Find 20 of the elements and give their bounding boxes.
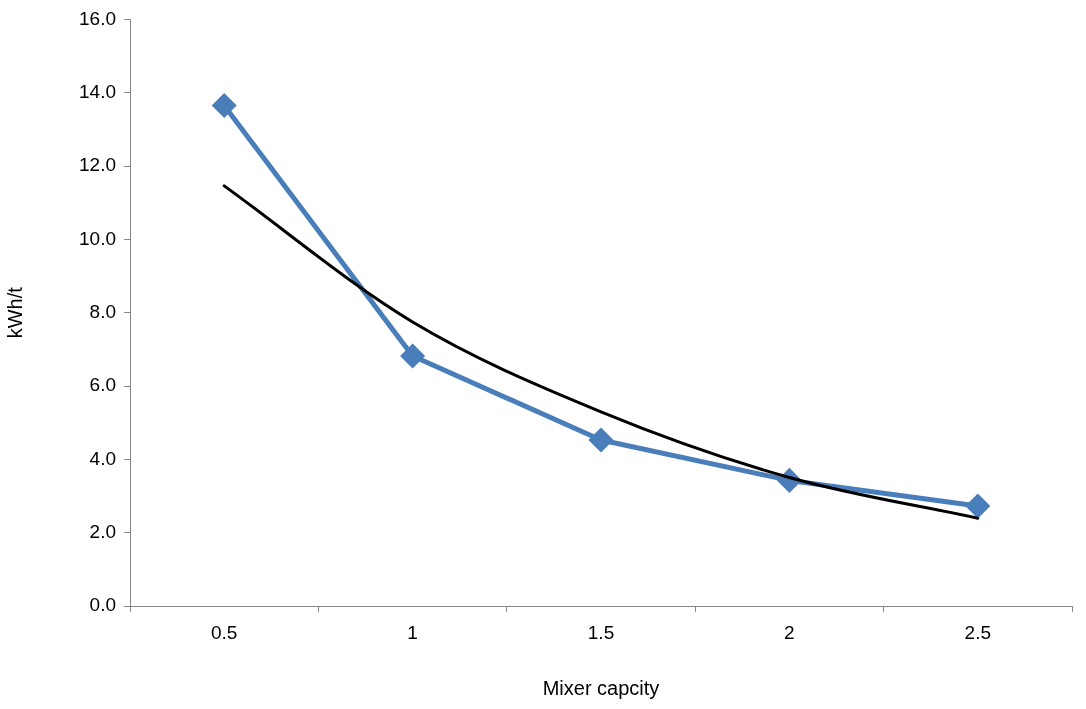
x-tick-label: 2 <box>784 621 795 643</box>
x-tick-label: 2.5 <box>964 621 992 643</box>
y-tick-label: 8.0 <box>89 301 116 323</box>
x-tick-label: 0.5 <box>210 621 238 643</box>
y-tick-label: 2.0 <box>89 521 116 543</box>
x-tick-label: 1.5 <box>587 621 615 643</box>
y-tick-label: 12.0 <box>79 154 116 176</box>
y-tick-label: 6.0 <box>89 374 116 396</box>
y-tick-label: 14.0 <box>79 80 116 102</box>
x-axis-title: Mixer capcity <box>542 676 660 699</box>
y-tick-label: 0.0 <box>89 594 116 616</box>
y-tick-label: 16.0 <box>79 7 116 29</box>
y-tick-label: 10.0 <box>79 227 116 249</box>
point <box>212 94 236 118</box>
point <box>589 428 613 452</box>
point <box>401 344 425 368</box>
x-tick-label: 1 <box>407 621 418 643</box>
point <box>966 494 990 518</box>
y-tick-label: 4.0 <box>89 447 116 469</box>
y-axis-title: kWh/t <box>3 286 26 339</box>
